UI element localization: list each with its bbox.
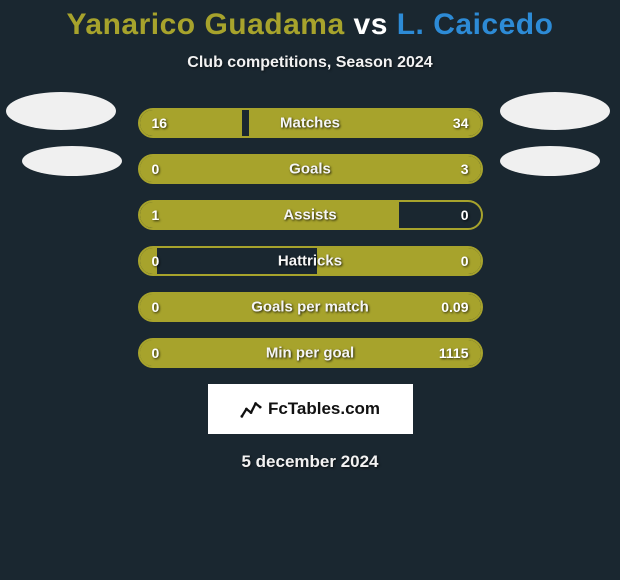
fctables-badge[interactable]: FcTables.com (208, 384, 413, 434)
subtitle: Club competitions, Season 2024 (0, 54, 620, 72)
stat-value-right: 0 (461, 207, 469, 223)
stat-row-goals: 0 Goals 3 (138, 154, 483, 184)
stat-row-assists: 1 Assists 0 (138, 200, 483, 230)
stat-label: Goals per match (140, 299, 481, 316)
stat-row-matches: 16 Matches 34 (138, 108, 483, 138)
title-vs: vs (354, 8, 388, 41)
player1-club-placeholder (22, 146, 122, 176)
fctables-badge-text: FcTables.com (268, 399, 380, 419)
stat-label: Matches (140, 115, 481, 132)
stat-label: Min per goal (140, 345, 481, 362)
title-player2: L. Caicedo (397, 8, 554, 41)
stats-container: 16 Matches 34 0 Goals 3 1 Assists 0 0 Ha… (138, 108, 483, 368)
date-text: 5 december 2024 (0, 452, 620, 472)
fctables-logo-icon (240, 398, 262, 420)
stat-value-right: 1115 (439, 345, 469, 361)
stat-row-hattricks: 0 Hattricks 0 (138, 246, 483, 276)
player2-club-placeholder (500, 146, 600, 176)
title-player1: Yanarico Guadama (67, 8, 345, 41)
page-title: Yanarico Guadama vs L. Caicedo (0, 0, 620, 42)
stat-value-right: 0.09 (441, 299, 468, 315)
stat-label: Hattricks (140, 253, 481, 270)
stat-value-right: 34 (453, 115, 469, 131)
stat-label: Goals (140, 161, 481, 178)
player1-avatar-placeholder (6, 92, 116, 130)
player2-avatar-placeholder (500, 92, 610, 130)
comparison-area: 16 Matches 34 0 Goals 3 1 Assists 0 0 Ha… (0, 108, 620, 472)
stat-value-right: 0 (461, 253, 469, 269)
stat-row-goals-per-match: 0 Goals per match 0.09 (138, 292, 483, 322)
stat-row-min-per-goal: 0 Min per goal 1115 (138, 338, 483, 368)
stat-label: Assists (140, 207, 481, 224)
stat-value-right: 3 (461, 161, 469, 177)
